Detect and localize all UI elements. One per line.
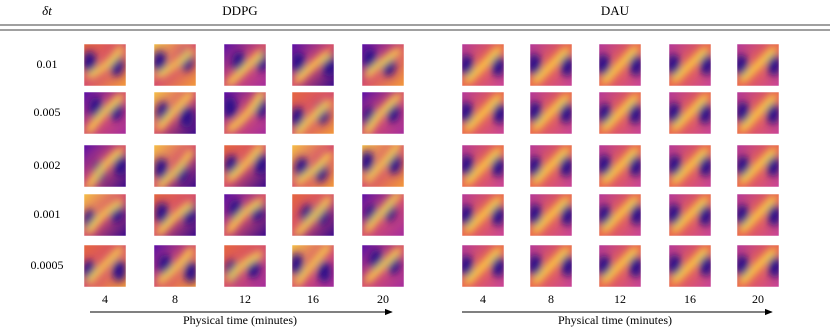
field-image [224, 145, 266, 187]
x-axis-label: Physical time (minutes) [183, 313, 297, 327]
field-image [669, 194, 711, 236]
field-image [84, 44, 126, 86]
field-image [84, 92, 126, 134]
field-image [599, 245, 641, 287]
field-image [669, 245, 711, 287]
field-image [530, 245, 572, 287]
field-image [362, 245, 404, 287]
field-image [530, 145, 572, 187]
field-image [669, 92, 711, 134]
field-image [224, 245, 266, 287]
field-image [599, 145, 641, 187]
field-image [462, 245, 504, 287]
field-image [462, 44, 504, 86]
column-label: 12 [614, 292, 626, 306]
field-image [737, 194, 779, 236]
field-image [530, 194, 572, 236]
field-image [154, 145, 196, 187]
field-image [154, 92, 196, 134]
column-label: 20 [377, 292, 389, 306]
field-image [599, 194, 641, 236]
row-label: 0.01 [37, 57, 58, 71]
column-label: 16 [307, 292, 319, 306]
row-label: 0.001 [34, 207, 61, 221]
field-image [292, 194, 334, 236]
field-image [224, 92, 266, 134]
field-image [224, 44, 266, 86]
field-image [530, 92, 572, 134]
field-image [292, 92, 334, 134]
field-image [462, 194, 504, 236]
field-image [84, 194, 126, 236]
column-label: 20 [752, 292, 764, 306]
group-title: DAU [601, 3, 630, 18]
field-image [292, 245, 334, 287]
field-image [599, 44, 641, 86]
field-image [530, 44, 572, 86]
field-image [154, 194, 196, 236]
field-image [362, 44, 404, 86]
field-image [154, 44, 196, 86]
field-image [362, 194, 404, 236]
x-axis-label: Physical time (minutes) [558, 313, 672, 327]
field-image [462, 145, 504, 187]
field-image [599, 92, 641, 134]
field-image [154, 245, 196, 287]
field-image [84, 145, 126, 187]
field-image [84, 245, 126, 287]
column-label: 4 [102, 292, 108, 306]
row-label: 0.0005 [31, 258, 64, 272]
field-image [669, 145, 711, 187]
field-image [362, 92, 404, 134]
field-image [224, 194, 266, 236]
delta-label: δt [42, 3, 52, 18]
field-image [737, 92, 779, 134]
field-image [737, 245, 779, 287]
row-label: 0.005 [34, 105, 61, 119]
column-label: 16 [684, 292, 696, 306]
column-label: 4 [480, 292, 486, 306]
field-image [669, 44, 711, 86]
field-image [737, 44, 779, 86]
field-image [737, 145, 779, 187]
column-label: 8 [548, 292, 554, 306]
field-image [462, 92, 504, 134]
row-label: 0.002 [34, 158, 61, 172]
group-title: DDPG [222, 3, 257, 18]
column-label: 8 [172, 292, 178, 306]
field-image [292, 44, 334, 86]
field-image [292, 145, 334, 187]
column-label: 12 [239, 292, 251, 306]
field-image [362, 145, 404, 187]
